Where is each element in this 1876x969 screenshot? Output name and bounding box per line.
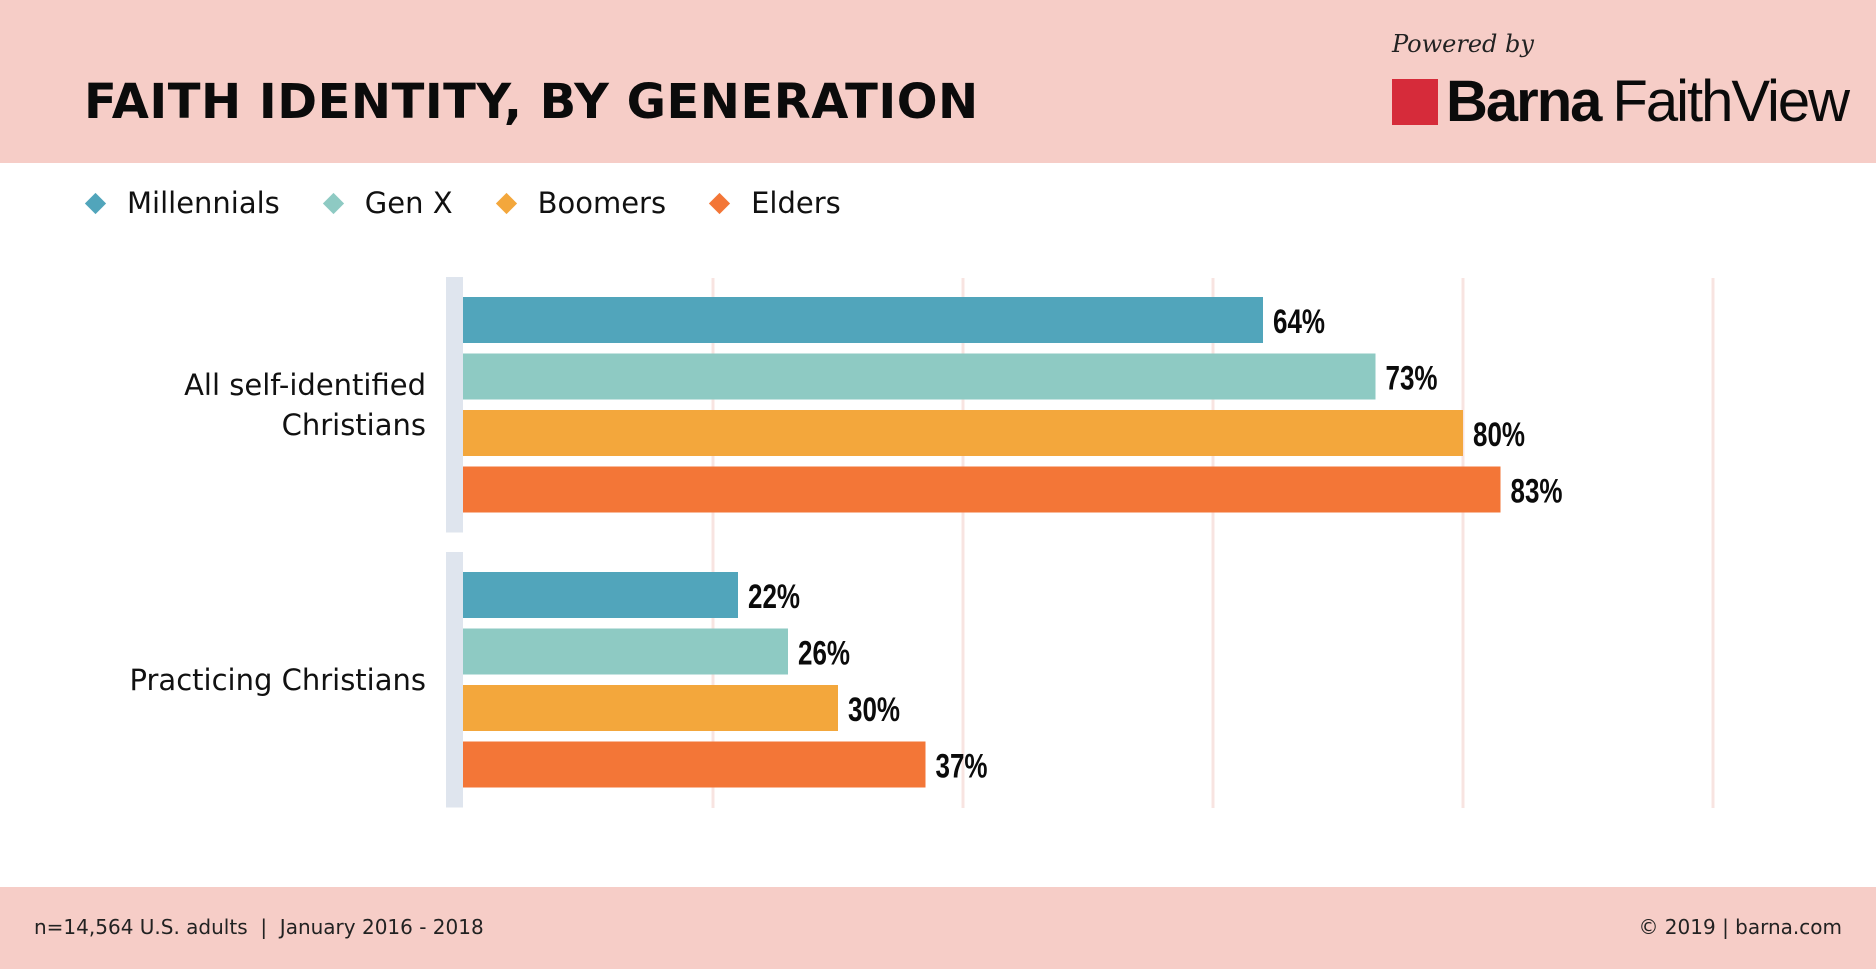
logo-barna-text: Barna: [1446, 69, 1602, 134]
chart-legend: Millennials Gen X Boomers Elders: [84, 186, 883, 220]
value-label: 73%: [1386, 360, 1438, 398]
legend-item-elders: Elders: [708, 186, 841, 220]
legend-label: Elders: [751, 186, 841, 220]
bar-elders: [463, 741, 926, 788]
value-label: 83%: [1511, 473, 1563, 511]
bar-gen-x: [463, 353, 1376, 400]
legend-item-boomers: Boomers: [495, 186, 667, 220]
legend-label: Boomers: [537, 186, 667, 220]
value-label: 80%: [1473, 416, 1525, 454]
barna-faithview-logo: Barna FaithView: [1392, 69, 1850, 134]
bar-elders: [463, 466, 1501, 513]
value-label: 30%: [848, 691, 900, 729]
copyright: © 2019 | barna.com: [1638, 915, 1842, 939]
bar-millennials: [463, 572, 738, 618]
legend-item-gen-x: Gen X: [322, 186, 453, 220]
legend-item-millennials: Millennials: [84, 186, 280, 220]
value-label: 22%: [748, 578, 800, 616]
legend-label: Gen X: [364, 186, 453, 220]
value-label: 64%: [1273, 303, 1325, 341]
value-label: 26%: [798, 635, 850, 673]
category-axis-band: [446, 552, 463, 808]
bar-boomers: [463, 685, 838, 731]
category-axis-band: [446, 277, 463, 533]
legend-label: Millennials: [127, 186, 280, 220]
category-label: All self-identified: [184, 368, 426, 402]
powered-by-text: Powered by: [1392, 30, 1534, 58]
footer-band: n=14,564 U.S. adults | January 2016 - 20…: [0, 887, 1876, 969]
bar-millennials: [463, 297, 1263, 343]
sample-info: n=14,564 U.S. adults | January 2016 - 20…: [34, 915, 484, 939]
category-label: Practicing Christians: [130, 663, 426, 697]
header-band: FAITH IDENTITY, BY GENERATION Powered by…: [0, 0, 1876, 163]
bar-gen-x: [463, 628, 788, 675]
bar-boomers: [463, 410, 1463, 456]
logo-square-icon: [1392, 79, 1438, 125]
chart-title: FAITH IDENTITY, BY GENERATION: [84, 74, 979, 130]
value-label: 37%: [936, 748, 988, 786]
category-label: Christians: [282, 408, 426, 442]
logo-faithview-text: FaithView: [1612, 69, 1850, 134]
